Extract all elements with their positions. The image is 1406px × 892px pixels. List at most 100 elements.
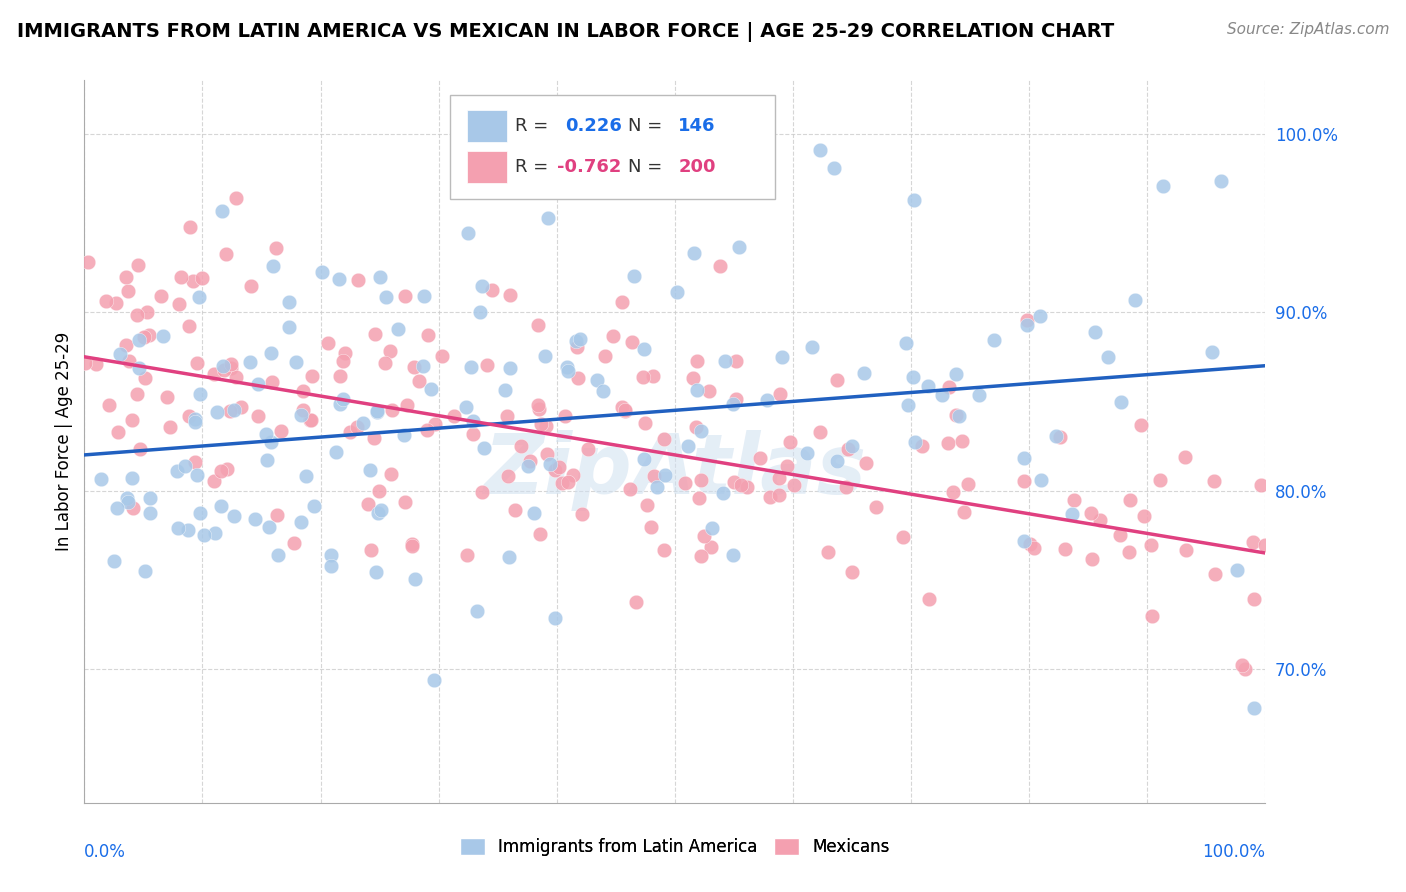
- Point: [257, 520, 280, 534]
- Point: [134, 371, 156, 385]
- Point: [114, 270, 136, 285]
- Point: [202, 474, 225, 488]
- Point: [1250, 478, 1272, 492]
- Point: [1108, 528, 1130, 542]
- Point: [1029, 309, 1052, 323]
- Point: [678, 439, 700, 453]
- Point: [97, 399, 120, 413]
- Point: [363, 432, 385, 446]
- Point: [170, 269, 193, 284]
- Point: [1241, 534, 1264, 549]
- Point: [1022, 541, 1045, 555]
- Point: [499, 288, 522, 302]
- Point: [404, 360, 426, 375]
- Point: [808, 143, 831, 157]
- Point: [527, 398, 550, 412]
- Point: [724, 392, 747, 406]
- Point: [302, 499, 325, 513]
- Point: [1049, 430, 1071, 444]
- Point: [117, 284, 139, 298]
- Point: [673, 476, 696, 491]
- Point: [94, 294, 117, 309]
- Point: [184, 415, 207, 429]
- Point: [325, 445, 347, 459]
- Point: [266, 508, 288, 523]
- Point: [395, 398, 418, 412]
- Point: [1140, 608, 1163, 623]
- Point: [420, 383, 443, 397]
- Point: [571, 507, 593, 521]
- Point: [1243, 591, 1265, 606]
- Point: [1063, 492, 1085, 507]
- Point: [1226, 563, 1249, 577]
- Point: [181, 274, 204, 288]
- Point: [956, 477, 979, 491]
- Point: [690, 425, 713, 439]
- Point: [380, 344, 402, 359]
- FancyBboxPatch shape: [467, 151, 508, 183]
- Point: [191, 270, 214, 285]
- Point: [942, 484, 965, 499]
- Point: [245, 511, 267, 525]
- Point: [432, 349, 454, 363]
- Point: [152, 328, 174, 343]
- Text: N =: N =: [627, 117, 668, 135]
- Point: [115, 491, 138, 505]
- Point: [179, 409, 201, 424]
- Point: [509, 440, 531, 454]
- Point: [423, 417, 446, 431]
- Point: [262, 375, 284, 389]
- Point: [948, 409, 970, 423]
- Point: [256, 453, 278, 467]
- Point: [1152, 179, 1174, 194]
- Point: [346, 273, 368, 287]
- Point: [301, 369, 323, 384]
- Point: [254, 427, 277, 442]
- Point: [783, 478, 806, 492]
- Point: [1060, 508, 1083, 522]
- Point: [401, 539, 423, 553]
- Point: [387, 321, 409, 335]
- Point: [316, 335, 339, 350]
- Point: [544, 611, 567, 625]
- Point: [643, 469, 665, 483]
- Point: [364, 566, 387, 580]
- Point: [1149, 474, 1171, 488]
- Point: [775, 459, 797, 474]
- Point: [346, 420, 368, 434]
- Text: R =: R =: [516, 117, 554, 135]
- Point: [329, 397, 352, 411]
- Point: [471, 278, 494, 293]
- Point: [357, 497, 380, 511]
- Point: [117, 495, 139, 509]
- Point: [562, 467, 585, 482]
- Point: [138, 328, 160, 343]
- Point: [699, 541, 721, 555]
- Point: [725, 354, 748, 368]
- Point: [186, 467, 208, 482]
- Point: [418, 327, 440, 342]
- Point: [1017, 318, 1039, 332]
- Point: [728, 240, 751, 254]
- Point: [690, 549, 713, 563]
- Point: [808, 425, 831, 439]
- Point: [472, 441, 495, 455]
- Point: [212, 359, 235, 373]
- Point: [796, 446, 818, 460]
- Point: [121, 470, 143, 484]
- Point: [262, 259, 284, 273]
- Point: [328, 272, 350, 286]
- Point: [260, 346, 283, 360]
- Point: [375, 290, 398, 304]
- Point: [641, 369, 664, 384]
- Point: [246, 377, 269, 392]
- Point: [633, 342, 655, 356]
- Point: [714, 353, 737, 368]
- Point: [460, 359, 482, 374]
- Point: [536, 419, 558, 434]
- Point: [1201, 345, 1223, 359]
- Point: [413, 289, 436, 303]
- Point: [917, 379, 939, 393]
- Point: [1080, 506, 1102, 520]
- Point: [536, 447, 558, 461]
